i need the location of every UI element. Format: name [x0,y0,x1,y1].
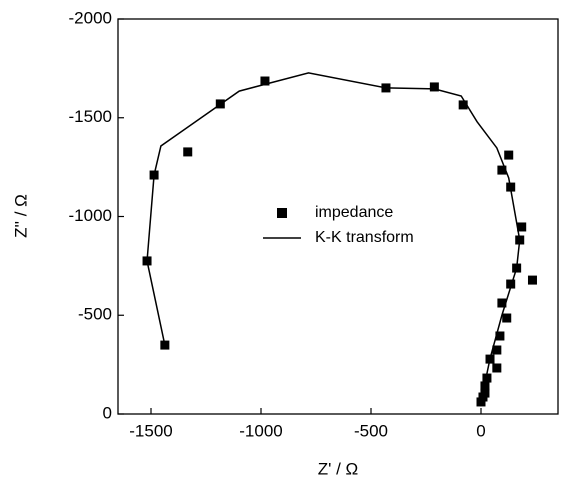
y-tick-label: -2000 [69,8,112,27]
legend-label: impedance [315,204,393,221]
legend-marker [277,208,287,218]
x-tick-label: 0 [476,421,485,440]
y-tick-label: 0 [103,403,112,422]
data-point [492,345,502,355]
data-point [502,313,512,323]
data-point [506,279,516,289]
data-point [458,100,468,110]
x-tick-label: -1000 [239,421,282,440]
data-point [497,165,507,175]
data-point [517,222,527,232]
y-tick-label: -500 [78,305,112,324]
data-line [146,72,521,403]
data-point [504,150,514,160]
data-point [482,373,492,383]
data-point [478,392,488,402]
x-axis-title: Z' / Ω [318,459,359,478]
data-point [495,331,505,341]
data-point [260,76,270,86]
y-axis-title: Z'' / Ω [11,194,30,238]
legend-label: K-K transform [315,229,414,246]
data-point [492,363,502,373]
y-tick-label: -1000 [69,206,112,225]
data-point [429,82,439,92]
x-tick-label: -1500 [129,421,172,440]
data-point [183,147,193,157]
y-tick-label: -1500 [69,107,112,126]
x-tick-label: -500 [354,421,388,440]
data-point [527,275,537,285]
data-point [497,298,507,308]
